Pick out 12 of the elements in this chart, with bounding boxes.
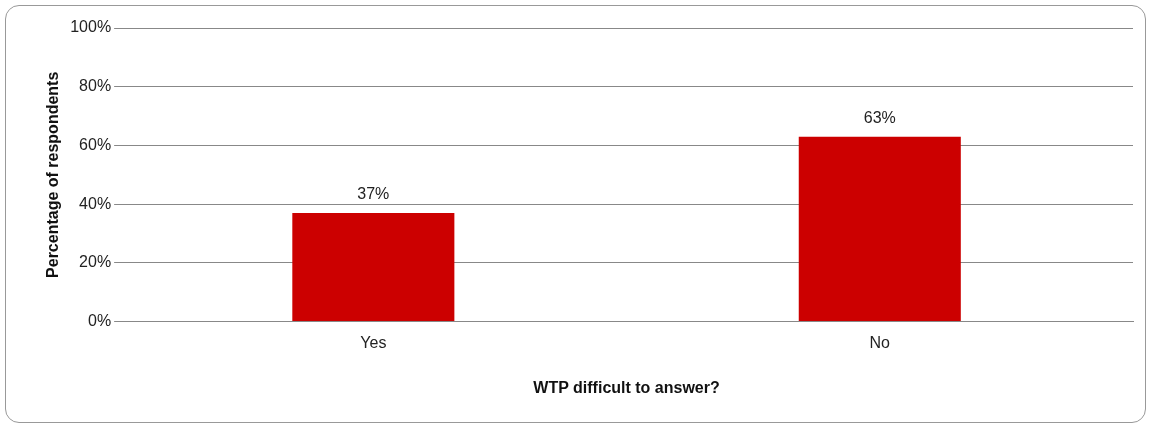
y-tick-label: 0% bbox=[88, 312, 112, 330]
y-tick-label: 40% bbox=[79, 194, 112, 212]
y-axis-title: Percentage of respondents bbox=[44, 71, 62, 278]
x-axis-title: WTP difficult to answer? bbox=[533, 378, 720, 396]
x-tick-label: Yes bbox=[360, 333, 387, 351]
y-tick-label: 60% bbox=[79, 135, 112, 153]
data-label: 63% bbox=[863, 109, 896, 127]
y-tick-label: 100% bbox=[70, 18, 112, 36]
y-tick-label: 20% bbox=[79, 253, 112, 271]
y-tick-label: 80% bbox=[79, 77, 112, 95]
data-label: 37% bbox=[357, 185, 390, 203]
x-tick-label: No bbox=[869, 333, 891, 351]
